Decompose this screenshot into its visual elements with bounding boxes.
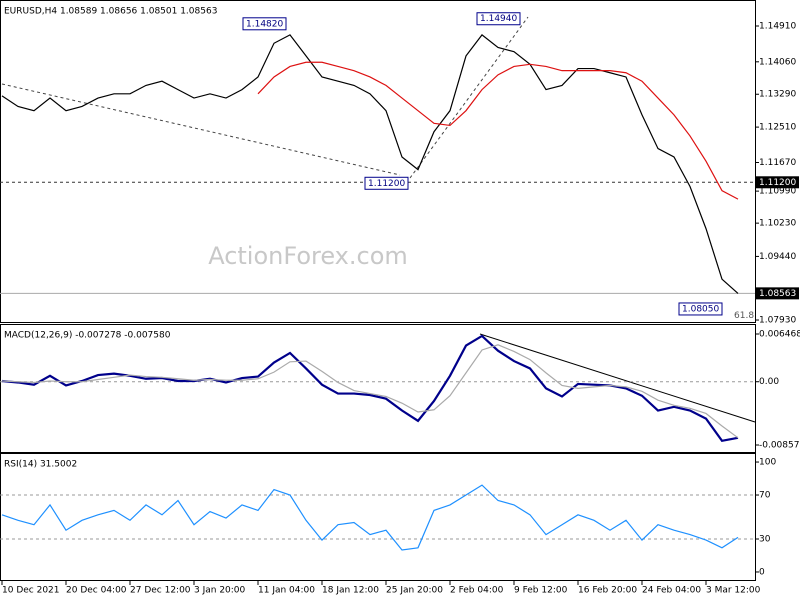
annotation-label: 1.08050 bbox=[682, 304, 719, 314]
y-tick-label: 1.07930 bbox=[759, 316, 796, 326]
y-tick-label: 1.10230 bbox=[759, 219, 796, 229]
y-tick-label: 0.006468 bbox=[759, 329, 800, 339]
panel-title: RSI(14) 31.5002 bbox=[4, 460, 77, 470]
y-tick-label: 1.14910 bbox=[759, 22, 796, 32]
y-tick-label: 1.10990 bbox=[759, 187, 796, 197]
series-line bbox=[1, 344, 739, 439]
annotation-label: 1.14820 bbox=[246, 19, 283, 29]
x-tick-label: 16 Feb 20:00 bbox=[578, 586, 637, 596]
y-tick-label: 1.13290 bbox=[759, 90, 796, 100]
series-line bbox=[1, 34, 739, 294]
panel-frame bbox=[0, 453, 756, 581]
price-level-label: 1.11200 bbox=[759, 178, 796, 188]
panel-frame bbox=[0, 0, 756, 323]
x-tick-label: 3 Mar 12:00 bbox=[706, 586, 761, 596]
panel-frame bbox=[0, 324, 756, 453]
y-tick-label: 0 bbox=[759, 567, 765, 577]
price-level-box bbox=[756, 287, 799, 300]
series-line bbox=[1, 484, 739, 551]
y-tick-label: 1.14060 bbox=[759, 57, 796, 67]
price-level-label: 1.08563 bbox=[759, 289, 796, 299]
trend-line bbox=[1, 83, 401, 176]
y-tick-label: 70 bbox=[759, 491, 771, 501]
annotation-label: 1.14940 bbox=[480, 14, 517, 24]
y-tick-label: 1.09440 bbox=[759, 252, 796, 262]
y-tick-label: 100 bbox=[759, 458, 776, 468]
y-tick-label: 1.12510 bbox=[759, 123, 796, 133]
x-tick-label: 27 Dec 12:00 bbox=[130, 586, 191, 596]
x-tick-label: 25 Jan 20:00 bbox=[386, 586, 443, 596]
y-tick-label: 0.00 bbox=[759, 377, 779, 387]
y-tick-label: 30 bbox=[759, 534, 771, 544]
watermark: ActionForex.com bbox=[208, 242, 408, 270]
annotation-box bbox=[364, 176, 409, 190]
annotation-label: 61.8 bbox=[734, 311, 754, 321]
price-level-box bbox=[756, 176, 799, 189]
x-tick-label: 20 Dec 04:00 bbox=[66, 586, 127, 596]
trend-line bbox=[479, 333, 756, 423]
x-tick-label: 18 Jan 12:00 bbox=[322, 586, 379, 596]
series-line bbox=[257, 61, 739, 200]
panel-title: EURUSD,H4 1.08589 1.08656 1.08501 1.0856… bbox=[4, 7, 217, 17]
y-tick-label: -0.008573 bbox=[759, 441, 800, 451]
annotation-box bbox=[476, 12, 521, 26]
annotation-box bbox=[242, 17, 287, 31]
x-tick-label: 11 Jan 04:00 bbox=[258, 586, 315, 596]
annotation-box bbox=[678, 302, 723, 316]
panel-title: MACD(12,26,9) -0.007278 -0.007580 bbox=[4, 331, 171, 341]
x-tick-label: 24 Feb 04:00 bbox=[642, 586, 701, 596]
x-tick-label: 2 Feb 04:00 bbox=[450, 586, 504, 596]
y-tick-label: 1.11670 bbox=[759, 158, 796, 168]
x-tick-label: 10 Dec 2021 bbox=[2, 586, 60, 596]
x-tick-label: 9 Feb 12:00 bbox=[514, 586, 568, 596]
x-tick-label: 3 Jan 20:00 bbox=[194, 586, 246, 596]
annotation-label: 1.11200 bbox=[368, 179, 405, 189]
